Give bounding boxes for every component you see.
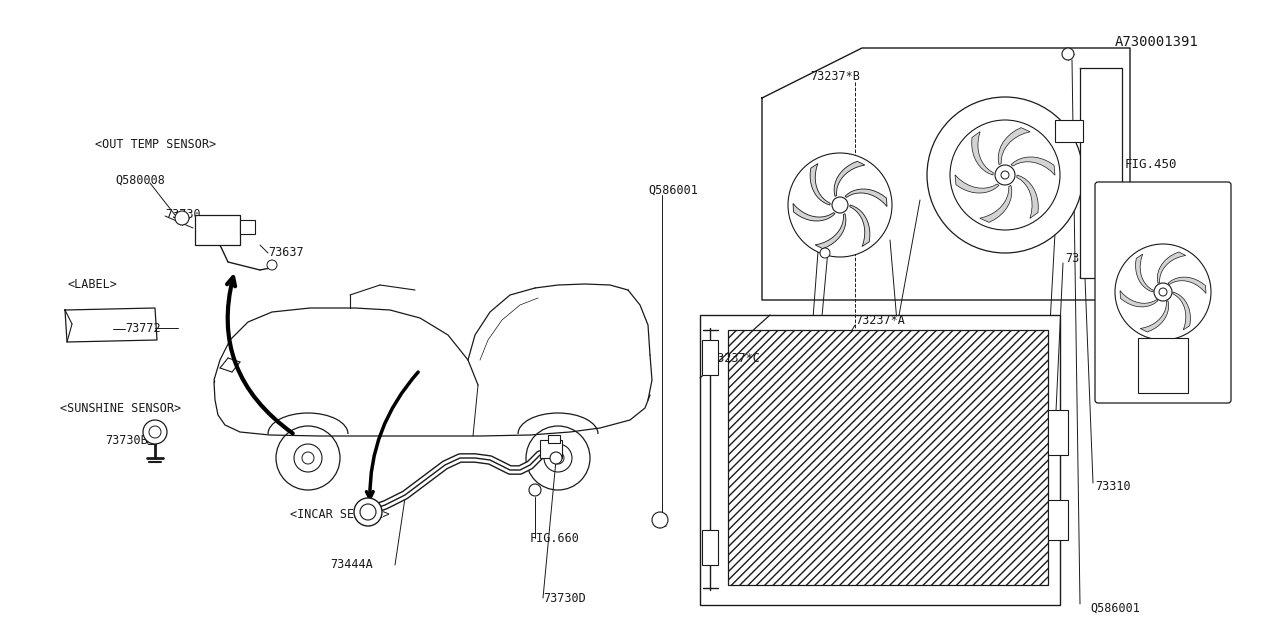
Circle shape — [832, 197, 849, 213]
Text: <INCAR SENSOR>: <INCAR SENSOR> — [291, 508, 389, 520]
Bar — [195, 215, 241, 245]
Polygon shape — [998, 127, 1030, 164]
Text: 45187A: 45187A — [773, 413, 815, 426]
Text: 73311: 73311 — [764, 490, 800, 502]
Polygon shape — [850, 205, 870, 246]
Polygon shape — [810, 164, 831, 205]
Circle shape — [950, 120, 1060, 230]
Polygon shape — [794, 204, 835, 221]
Text: 73730B: 73730B — [105, 433, 147, 447]
Polygon shape — [815, 214, 846, 249]
Text: FIG.660: FIG.660 — [530, 531, 580, 545]
Text: 73730: 73730 — [165, 209, 201, 221]
Text: Q586001: Q586001 — [1091, 602, 1140, 614]
Circle shape — [268, 260, 276, 270]
Text: <OUT TEMP SENSOR>: <OUT TEMP SENSOR> — [95, 138, 216, 152]
Circle shape — [927, 97, 1083, 253]
Circle shape — [995, 165, 1015, 185]
Circle shape — [1155, 283, 1172, 301]
Text: 73237*B: 73237*B — [810, 70, 860, 83]
Circle shape — [1062, 48, 1074, 60]
Bar — [700, 315, 1060, 605]
Text: 73444A: 73444A — [330, 559, 372, 572]
Circle shape — [550, 452, 562, 464]
Text: 73210: 73210 — [1065, 252, 1101, 264]
Text: <SUNSHINE SENSOR>: <SUNSHINE SENSOR> — [60, 401, 182, 415]
Text: 45131: 45131 — [1000, 504, 1036, 516]
Text: A730001391: A730001391 — [1115, 35, 1199, 49]
Circle shape — [788, 153, 892, 257]
Polygon shape — [1011, 157, 1055, 175]
Text: 73237*A: 73237*A — [855, 314, 905, 326]
Bar — [548, 435, 561, 443]
Polygon shape — [972, 132, 993, 175]
Text: 73237*C: 73237*C — [710, 351, 760, 365]
Text: Q580008: Q580008 — [115, 173, 165, 186]
Text: 73310: 73310 — [1094, 481, 1130, 493]
Text: 73772: 73772 — [125, 321, 160, 335]
Polygon shape — [845, 189, 887, 207]
Bar — [540, 440, 562, 458]
Circle shape — [276, 426, 340, 490]
Circle shape — [1115, 244, 1211, 340]
Bar — [1048, 410, 1068, 455]
Text: 73637: 73637 — [268, 246, 303, 259]
Text: 73313: 73313 — [826, 538, 860, 552]
Bar — [1080, 68, 1123, 278]
Circle shape — [652, 512, 668, 528]
Polygon shape — [1172, 292, 1190, 330]
Bar — [241, 220, 255, 234]
Text: <LABEL>: <LABEL> — [67, 278, 116, 291]
Text: FIG.450: FIG.450 — [1125, 159, 1178, 172]
Polygon shape — [1140, 301, 1169, 332]
Bar — [1055, 120, 1083, 142]
Polygon shape — [980, 186, 1011, 222]
Circle shape — [529, 484, 541, 496]
Polygon shape — [1169, 277, 1206, 293]
Polygon shape — [728, 330, 1048, 585]
Bar — [1138, 338, 1188, 393]
FancyBboxPatch shape — [1094, 182, 1231, 403]
Circle shape — [1001, 171, 1009, 179]
Text: 45185: 45185 — [873, 413, 909, 426]
Bar — [701, 530, 718, 565]
Polygon shape — [1120, 291, 1158, 307]
Bar — [701, 340, 718, 375]
Circle shape — [1158, 288, 1167, 296]
Circle shape — [526, 426, 590, 490]
Circle shape — [143, 420, 166, 444]
Circle shape — [355, 498, 381, 526]
Polygon shape — [1135, 254, 1153, 292]
Text: 73730D: 73730D — [543, 591, 586, 605]
Text: Q586001: Q586001 — [648, 184, 698, 196]
Bar — [1048, 500, 1068, 540]
Polygon shape — [835, 161, 865, 196]
Circle shape — [175, 211, 189, 225]
Polygon shape — [1016, 175, 1038, 218]
Polygon shape — [955, 175, 998, 193]
Circle shape — [820, 248, 829, 258]
Polygon shape — [1157, 252, 1185, 284]
